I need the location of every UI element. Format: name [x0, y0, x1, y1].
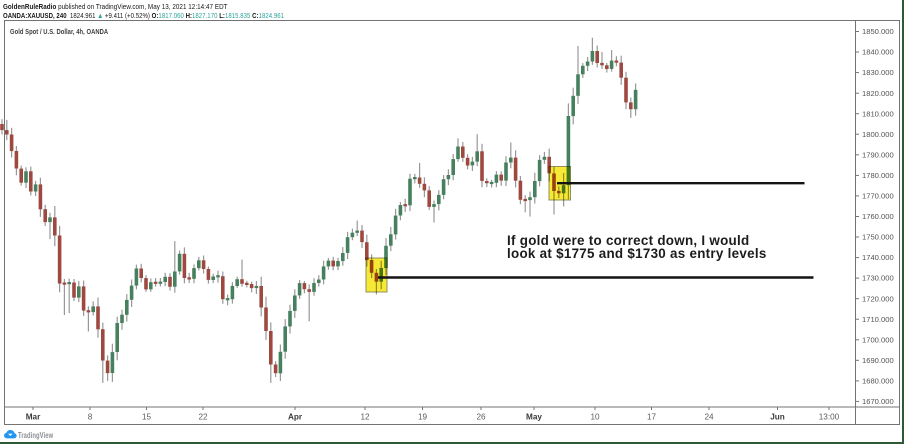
svg-text:1790.000: 1790.000	[862, 150, 894, 159]
svg-text:1680.000: 1680.000	[862, 377, 894, 386]
svg-text:Jun: Jun	[770, 413, 785, 422]
svg-text:Mar: Mar	[26, 413, 41, 422]
svg-text:8: 8	[88, 413, 93, 422]
svg-text:1720.000: 1720.000	[862, 294, 894, 303]
svg-text:May: May	[526, 413, 542, 422]
svg-text:1820.000: 1820.000	[862, 89, 894, 98]
svg-text:1760.000: 1760.000	[862, 212, 894, 221]
svg-text:1730.000: 1730.000	[862, 274, 894, 283]
svg-text:15: 15	[142, 413, 152, 422]
svg-text:1700.000: 1700.000	[862, 335, 894, 344]
svg-text:1740.000: 1740.000	[862, 253, 894, 262]
svg-text:1710.000: 1710.000	[862, 315, 894, 324]
svg-text:17: 17	[647, 413, 657, 422]
svg-text:1750.000: 1750.000	[862, 233, 894, 242]
svg-text:1830.000: 1830.000	[862, 68, 894, 77]
svg-text:1770.000: 1770.000	[862, 192, 894, 201]
svg-text:10: 10	[590, 413, 600, 422]
svg-text:19: 19	[418, 413, 428, 422]
svg-text:1810.000: 1810.000	[862, 109, 894, 118]
svg-text:22: 22	[198, 413, 208, 422]
svg-text:1840.000: 1840.000	[862, 48, 894, 57]
svg-text:26: 26	[476, 413, 486, 422]
svg-text:1800.000: 1800.000	[862, 130, 894, 139]
svg-text:12: 12	[360, 413, 370, 422]
svg-text:Apr: Apr	[288, 413, 303, 422]
svg-text:1690.000: 1690.000	[862, 356, 894, 365]
svg-text:1780.000: 1780.000	[862, 171, 894, 180]
svg-text:13:00: 13:00	[819, 413, 840, 422]
svg-text:1850.000: 1850.000	[862, 27, 894, 36]
svg-text:1670.000: 1670.000	[862, 397, 894, 406]
svg-text:24: 24	[704, 413, 714, 422]
